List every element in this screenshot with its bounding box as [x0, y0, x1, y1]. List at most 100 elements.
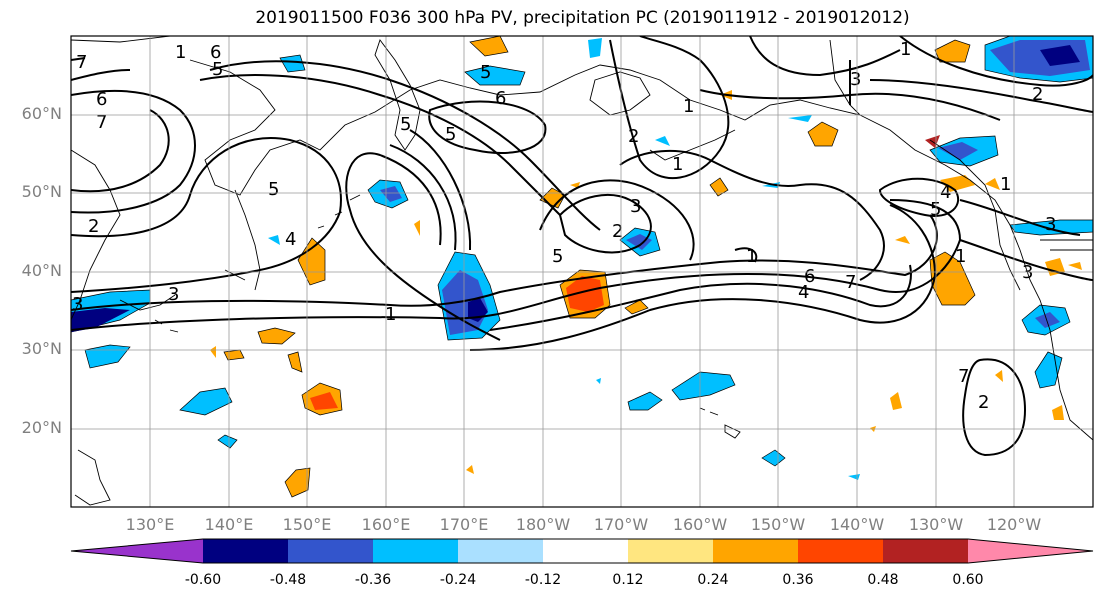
- colorbar-segment: [628, 539, 713, 563]
- contour-label: 2: [1032, 84, 1043, 105]
- contour-label: 1: [746, 246, 757, 267]
- precip-patch: [895, 236, 910, 244]
- precip-patch: [1034, 351, 1063, 389]
- precip-patch: [985, 178, 1000, 190]
- precip-patch: [466, 465, 474, 474]
- contour-label: 5: [212, 59, 223, 80]
- colorbar-segment: [713, 539, 798, 563]
- precip-patch: [1035, 312, 1060, 328]
- contour-label: 3: [72, 294, 83, 315]
- lon-label: 120°W: [986, 515, 1042, 534]
- lat-label: 60°N: [21, 104, 62, 123]
- lon-label: 130°W: [908, 515, 964, 534]
- precip-patch: [469, 36, 509, 57]
- colorbar-tick-label: -0.24: [439, 572, 477, 588]
- contour-label: 2: [88, 216, 99, 237]
- precip-patch: [1052, 405, 1064, 420]
- lon-label: 130°E: [125, 515, 175, 534]
- contour-label: 6: [804, 266, 815, 287]
- colorbar-tick-label: -0.60: [184, 572, 222, 588]
- map-frame: [70, 35, 1094, 508]
- colorbar-tick-label: 0.60: [952, 572, 984, 588]
- colorbar-tick-label: -0.12: [524, 572, 562, 588]
- contour-label: 7: [958, 366, 969, 387]
- lat-label: 40°N: [21, 261, 62, 280]
- contour-label: 3: [168, 284, 179, 305]
- precip-patch: [934, 39, 971, 63]
- precip-patch: [848, 474, 860, 480]
- lon-label: 140°E: [204, 515, 254, 534]
- precip-patch: [297, 237, 326, 286]
- contour-label: 6: [210, 42, 221, 63]
- contour-label: 3: [1022, 262, 1033, 283]
- precip-patch: [284, 467, 311, 498]
- colorbar-tick-label: 0.12: [612, 572, 644, 588]
- colorbar-tick-label: 0.48: [867, 572, 899, 588]
- contour-label: 4: [285, 229, 296, 250]
- contour-label: 1: [900, 39, 911, 60]
- precip-patch: [761, 449, 786, 467]
- map-title: 2019011500 F036 300 hPa PV, precipitatio…: [255, 8, 910, 28]
- precip-patch: [890, 392, 902, 410]
- contour-label: 3: [850, 69, 861, 90]
- colorbar-segment: [883, 539, 968, 563]
- lon-label: 160°E: [361, 515, 411, 534]
- contour-label: 1: [175, 42, 186, 63]
- lon-label: 180°W: [515, 515, 571, 534]
- lat-label: 50°N: [21, 182, 62, 201]
- colorbar-tick-label: 0.36: [782, 572, 814, 588]
- precip-patch: [671, 371, 736, 401]
- lon-label: 160°W: [672, 515, 728, 534]
- precip-patch: [626, 234, 652, 250]
- precip-patch: [287, 351, 303, 373]
- precip-patch: [210, 346, 216, 358]
- contour-label: 5: [268, 179, 279, 200]
- graticule: [71, 36, 1093, 507]
- map-field: 1 6 5 7 6 7 2 5 3 4 3 5 5 6 1 5 1 2 3 2 …: [71, 36, 1093, 507]
- lon-label: 170°E: [439, 515, 489, 534]
- precip-patch: [1045, 258, 1065, 276]
- contour-label: 3: [630, 196, 641, 217]
- contour-label: 5: [552, 246, 563, 267]
- precip-patch: [71, 308, 130, 332]
- colorbar-outline: [70, 538, 1094, 564]
- precip-patch: [566, 276, 604, 312]
- lon-label: 170°W: [593, 515, 649, 534]
- contour-label: 7: [845, 272, 856, 293]
- precip-patch: [223, 349, 245, 361]
- precip-patch: [279, 54, 306, 73]
- precip-patch: [709, 177, 729, 197]
- precip-patch: [257, 327, 296, 345]
- precip-patch: [1068, 262, 1082, 270]
- contour-label: 2: [628, 126, 639, 147]
- lat-label: 30°N: [21, 339, 62, 358]
- precip-patch: [414, 220, 420, 236]
- lon-label: 140°W: [829, 515, 885, 534]
- precip-patch: [310, 392, 338, 410]
- precip-patch: [807, 121, 839, 147]
- pv-contours: [71, 36, 1093, 457]
- colorbar-segment: [968, 539, 1093, 563]
- colorbar-segment: [71, 539, 203, 563]
- lat-label: 20°N: [21, 418, 62, 437]
- contour-label: 4: [940, 182, 951, 203]
- colorbar: [70, 538, 1094, 564]
- contour-label: 5: [445, 124, 456, 145]
- contour-label: 1: [1000, 174, 1011, 195]
- precip-patch: [1040, 45, 1080, 66]
- contour-label: 7: [96, 112, 107, 133]
- precip-patch: [217, 434, 238, 449]
- precip-patch: [570, 182, 580, 188]
- precip-patch: [624, 299, 649, 315]
- colorbar-segment: [288, 539, 373, 563]
- contour-label: 4: [798, 282, 809, 303]
- contour-label: 5: [480, 62, 491, 83]
- precip-patch: [268, 235, 280, 245]
- precip-patch: [179, 387, 233, 416]
- colorbar-segment: [543, 539, 628, 563]
- precip-patch: [655, 136, 670, 146]
- precip-patch: [588, 38, 602, 58]
- contour-label: 1: [683, 96, 694, 117]
- precip-patch: [938, 142, 978, 160]
